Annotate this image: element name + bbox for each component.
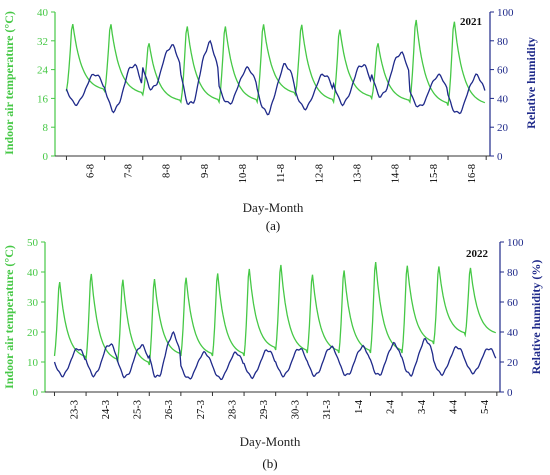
x-tick-label: 5-4	[480, 399, 491, 414]
y-left-tick-label: 24	[37, 65, 49, 77]
temperature-series-line	[65, 19, 486, 106]
y-right-tick-label: 20	[497, 122, 509, 134]
x-tick-label: 6-8	[85, 164, 96, 178]
temperature-series-line	[53, 262, 497, 366]
x-axis-label-a: Day-Month	[243, 200, 304, 215]
x-tick-label: 30-3	[291, 400, 302, 419]
y-left-tick-label: 32	[37, 36, 48, 48]
x-tick-label: 27-3	[196, 400, 207, 419]
y-left-tick-label: 30	[27, 297, 39, 309]
y-right-tick-label: 60	[497, 65, 509, 77]
y-right-tick-label: 40	[507, 327, 519, 339]
y-left-tick-label: 40	[37, 7, 49, 19]
y-right-tick-label: 60	[507, 297, 519, 309]
x-tick-label: 2-4	[385, 399, 396, 414]
x-tick-label: 3-4	[417, 399, 428, 414]
y-right-tick-label: 80	[507, 267, 519, 279]
x-tick-label: 15-8	[429, 164, 440, 183]
panel-label-a: (a)	[266, 218, 280, 233]
x-tick-label: 1-4	[354, 399, 365, 414]
y-left-tick-label: 0	[43, 151, 49, 163]
y-axis-left-label-a: Indoor air temperature (°C)	[2, 11, 16, 155]
y-right-tick-label: 100	[507, 237, 524, 249]
x-tick-label: 31-3	[322, 400, 333, 419]
y-left-tick-label: 20	[27, 327, 39, 339]
panel-label-b: (b)	[262, 456, 277, 471]
x-tick-label: 9-8	[200, 164, 211, 178]
y-right-tick-label: 0	[497, 151, 503, 163]
x-tick-label: 8-8	[162, 164, 173, 178]
x-tick-label: 11-8	[276, 164, 287, 183]
x-tick-label: 25-3	[133, 400, 144, 419]
x-tick-label: 28-3	[227, 400, 238, 419]
x-axis-label-b: Day-Month	[240, 434, 301, 449]
x-tick-label: 26-3	[164, 400, 175, 419]
x-tick-label: 23-3	[69, 400, 80, 419]
x-tick-label: 7-8	[124, 164, 135, 178]
year-annotation-b: 2022	[466, 248, 489, 260]
humidity-series-line	[65, 39, 486, 116]
x-tick-label: 12-8	[314, 164, 325, 183]
y-axis-right-label-b: Relative humidity (%)	[529, 260, 543, 375]
y-right-tick-label: 20	[507, 357, 519, 369]
chart-panel-b: 2022 Day-Month (b) Indoor air temperatur…	[2, 237, 543, 471]
y-right-tick-label: 0	[507, 387, 513, 399]
x-tick-label: 4-4	[449, 399, 460, 414]
y-left-tick-label: 10	[27, 357, 39, 369]
y-left-tick-label: 0	[33, 387, 39, 399]
x-tick-label: 13-8	[352, 164, 363, 183]
y-left-tick-label: 50	[27, 237, 39, 249]
y-right-tick-label: 100	[497, 7, 514, 19]
chart-panel-a: 2021 Day-Month (a) Indoor air temperatur…	[2, 7, 538, 233]
y-axis-right-label-a: Relative humidity	[524, 37, 538, 129]
x-tick-label: 10-8	[238, 164, 249, 183]
humidity-series-line	[53, 330, 497, 381]
year-annotation-a: 2021	[460, 16, 482, 28]
y-right-tick-label: 80	[497, 36, 509, 48]
y-axis-left-label-b: Indoor air temperature (°C)	[2, 245, 16, 389]
y-right-tick-label: 40	[497, 93, 509, 105]
y-left-tick-label: 8	[43, 122, 49, 134]
y-left-tick-label: 40	[27, 267, 39, 279]
x-tick-label: 14-8	[391, 164, 402, 183]
y-left-tick-label: 16	[37, 93, 49, 105]
x-tick-label: 16-8	[467, 164, 478, 183]
x-tick-label: 24-3	[101, 400, 112, 419]
x-tick-label: 29-3	[259, 400, 270, 419]
